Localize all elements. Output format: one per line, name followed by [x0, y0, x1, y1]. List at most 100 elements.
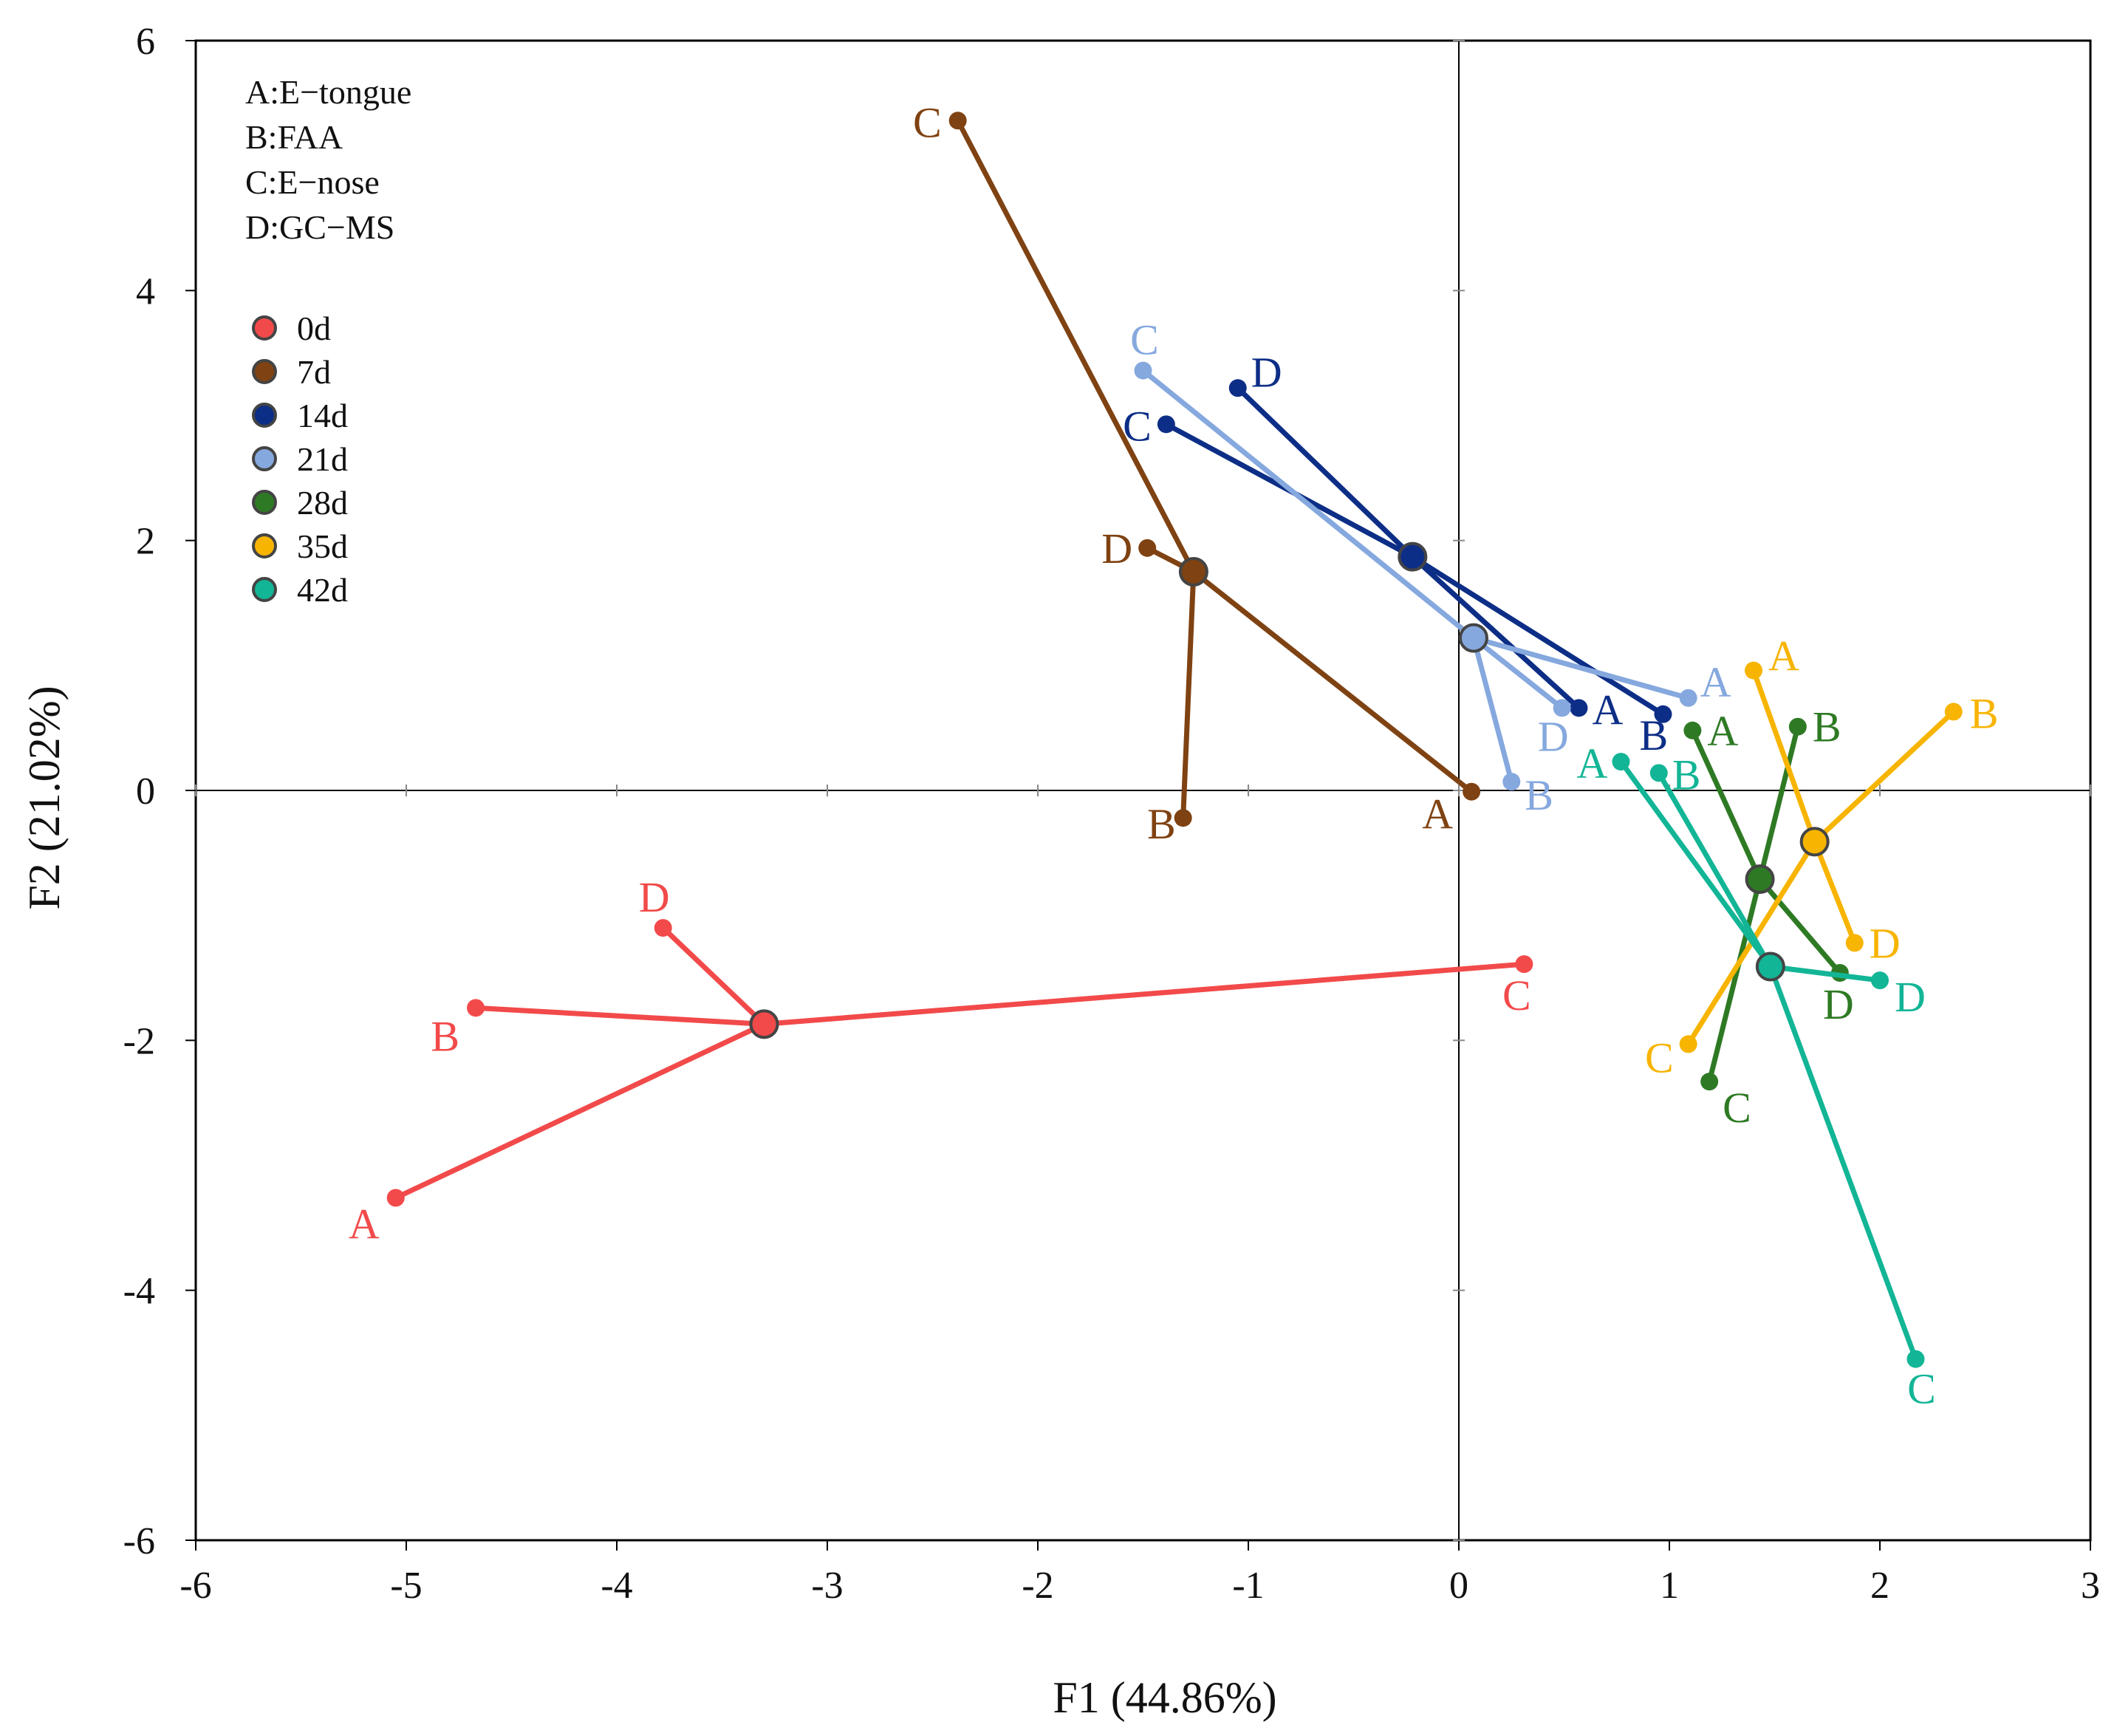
- series-line-42d-B: [1656, 771, 1773, 968]
- data-point-35d-C: [1679, 1035, 1697, 1053]
- y-tick-label: 0: [136, 770, 155, 813]
- data-point-14d-B: [1654, 705, 1672, 723]
- centroid-28d: [1745, 864, 1775, 895]
- legend-marker-35d: [252, 533, 277, 558]
- legend: A:E−tongue B:FAA C:E−nose D:GC−MS 0d 7d 14d 21d…: [245, 73, 411, 609]
- method-legend-item: B:FAA: [245, 118, 343, 156]
- centroid-0d: [749, 1009, 779, 1039]
- data-point-42d-D: [1871, 971, 1889, 990]
- series-0d: A B C D: [349, 873, 1533, 1248]
- series-line-35d-D: [1812, 841, 1858, 944]
- x-axis-title: F1 (44.86%): [1053, 1673, 1276, 1722]
- point-label-35d-C: C: [1645, 1033, 1674, 1081]
- y-tick-label: -2: [123, 1020, 155, 1062]
- data-point-35d-D: [1845, 934, 1864, 952]
- point-label-21d-A: A: [1700, 658, 1731, 706]
- method-legend-item: A:E−tongue: [245, 73, 411, 111]
- data-point-0d-B: [467, 999, 485, 1017]
- data-point-42d-B: [1649, 764, 1668, 782]
- x-tick-label: -5: [390, 1565, 422, 1607]
- y-tick-label: 2: [136, 521, 155, 563]
- x-tick-label: 2: [1870, 1565, 1889, 1607]
- point-label-42d-A: A: [1577, 739, 1608, 787]
- series-line-7d-B: [1180, 571, 1197, 819]
- legend-label-14d: 14d: [297, 397, 348, 434]
- point-label-14d-A: A: [1592, 686, 1623, 734]
- data-point-14d-D: [1228, 379, 1247, 397]
- series-line-7d-C: [955, 119, 1197, 573]
- legend-marker-28d: [252, 490, 277, 515]
- point-label-0d-A: A: [349, 1200, 380, 1248]
- data-point-21d-D: [1553, 699, 1571, 717]
- x-tick-label: -4: [601, 1565, 632, 1607]
- point-label-7d-C: C: [913, 98, 942, 146]
- point-label-28d-A: A: [1707, 707, 1738, 755]
- series-line-28d-B: [1757, 725, 1801, 880]
- x-tick-label: -6: [179, 1565, 211, 1607]
- method-legend-item: C:E−nose: [245, 163, 380, 201]
- series-line-14d-A: [1410, 555, 1581, 710]
- series-line-14d-B: [1411, 554, 1665, 717]
- data-point-35d-B: [1944, 703, 1963, 721]
- data-point-28d-A: [1683, 721, 1702, 739]
- legend-label-42d: 42d: [297, 571, 348, 609]
- series-line-28d-C: [1706, 878, 1762, 1083]
- y-tick-label: -6: [123, 1520, 155, 1562]
- point-label-35d-A: A: [1768, 632, 1799, 680]
- point-label-7d-A: A: [1422, 790, 1453, 838]
- point-label-35d-D: D: [1870, 919, 1901, 967]
- point-label-7d-D: D: [1101, 524, 1132, 573]
- point-label-14d-D: D: [1251, 348, 1282, 396]
- x-tick-label: 3: [2081, 1565, 2100, 1607]
- series-7d: A B C D: [913, 98, 1481, 848]
- point-label-0d-D: D: [639, 873, 670, 921]
- data-point-28d-C: [1700, 1073, 1719, 1091]
- point-label-14d-C: C: [1123, 402, 1152, 450]
- legend-label-7d: 7d: [297, 353, 331, 391]
- point-label-28d-D: D: [1823, 980, 1854, 1028]
- series-line-28d-D: [1757, 877, 1842, 975]
- series-line-42d-D: [1770, 964, 1881, 983]
- centroid-42d: [1755, 951, 1785, 982]
- data-point-42d-C: [1906, 1350, 1925, 1368]
- point-label-35d-B: B: [1970, 689, 1999, 737]
- point-label-42d-D: D: [1895, 973, 1926, 1021]
- point-label-28d-C: C: [1723, 1084, 1751, 1132]
- series-line-7d-A: [1191, 570, 1474, 794]
- series-line-21d-D: [1471, 635, 1564, 711]
- series-line-0d-A: [394, 1022, 765, 1200]
- series-42d: A B C D: [1577, 739, 1936, 1413]
- legend-marker-0d: [252, 315, 277, 341]
- x-tick-label: -3: [811, 1565, 843, 1607]
- data-point-7d-D: [1138, 539, 1157, 557]
- y-tick-label: 4: [136, 270, 155, 312]
- data-point-7d-B: [1174, 809, 1192, 827]
- data-point-14d-A: [1570, 699, 1588, 717]
- series-14d: AB C D: [1123, 348, 1672, 759]
- x-tick-label: -1: [1232, 1565, 1264, 1607]
- point-label-42d-B: B: [1672, 751, 1701, 799]
- series-line-42d-C: [1768, 966, 1918, 1360]
- legend-marker-14d: [252, 403, 277, 428]
- series-line-28d-A: [1690, 729, 1762, 881]
- point-label-21d-D: D: [1538, 712, 1569, 760]
- data-point-0d-A: [386, 1189, 405, 1207]
- point-label-14d-B: B: [1639, 711, 1668, 759]
- centroid-7d: [1178, 556, 1208, 587]
- series-line-0d-D: [661, 926, 766, 1026]
- x-tick-label: 0: [1449, 1565, 1468, 1607]
- y-tick-label: -4: [123, 1271, 155, 1313]
- legend-label-28d: 28d: [297, 484, 348, 522]
- centroid-14d: [1398, 541, 1428, 572]
- legend-label-35d: 35d: [297, 527, 348, 565]
- point-label-0d-C: C: [1502, 971, 1531, 1019]
- series-line-14d-D: [1236, 386, 1415, 559]
- legend-marker-42d: [252, 577, 277, 602]
- y-tick-label: 6: [136, 21, 155, 63]
- series-line-21d-C: [1141, 368, 1476, 640]
- series-line-0d-C: [764, 961, 1525, 1027]
- point-label-7d-B: B: [1147, 800, 1176, 848]
